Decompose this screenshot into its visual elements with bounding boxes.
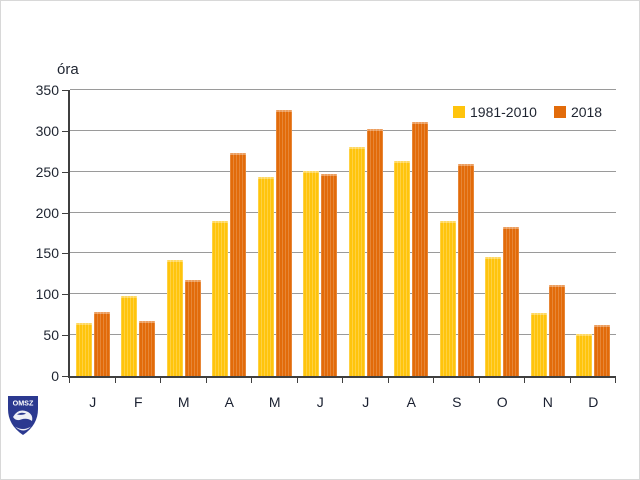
y-tick-label-250: 250 — [35, 163, 59, 180]
gridline-50 — [70, 334, 616, 336]
x-tick-mark-9 — [478, 378, 480, 383]
gridline-300 — [70, 129, 616, 131]
bar-2018-month-11 — [548, 285, 565, 376]
y-tick-mark-300 — [62, 130, 68, 132]
gridline-150 — [70, 252, 616, 254]
month-group-5 — [252, 90, 298, 376]
bar-2018-month-2 — [139, 321, 156, 376]
y-tick-label-350: 350 — [35, 82, 59, 98]
bar-1981-2010-month-11 — [530, 313, 547, 376]
y-tick-label-300: 300 — [35, 122, 59, 139]
omsz-logo-icon: OMSZ — [8, 396, 38, 435]
month-label-1: J — [89, 394, 97, 410]
legend-swatch-normal-icon — [453, 106, 465, 118]
bar-1981-2010-month-3 — [166, 259, 183, 376]
bar-2018-month-1 — [93, 312, 110, 376]
bar-2018-month-12 — [594, 324, 611, 376]
bar-1981-2010-month-1 — [75, 322, 92, 376]
month-label-9: S — [452, 394, 462, 410]
month-group-2 — [116, 90, 162, 376]
month-label-10: O — [496, 394, 508, 410]
gridline-350 — [70, 89, 616, 90]
y-axis-title: óra — [57, 61, 79, 78]
bar-1981-2010-month-4 — [212, 220, 229, 376]
month-label-2: F — [133, 394, 143, 410]
y-tick-mark-0 — [62, 376, 68, 377]
y-tick-label-150: 150 — [35, 245, 59, 262]
legend-swatch-2018-icon — [553, 106, 566, 118]
y-tick-label-50: 50 — [43, 327, 59, 344]
month-group-4 — [207, 90, 253, 376]
bar-2018-month-10 — [503, 227, 520, 376]
x-tick-mark-7 — [387, 378, 389, 383]
bar-2018-month-7 — [366, 129, 383, 376]
month-group-8 — [389, 90, 435, 376]
month-group-7 — [343, 90, 389, 376]
bar-1981-2010-month-2 — [121, 295, 138, 376]
month-label-3: M — [177, 394, 190, 410]
month-label-6: J — [316, 394, 324, 410]
plot-area — [68, 89, 617, 378]
bar-1981-2010-month-8 — [394, 161, 411, 376]
bar-1981-2010-month-9 — [439, 220, 456, 376]
legend-item-2018: 2018 — [553, 104, 603, 120]
x-tick-mark-12 — [615, 378, 616, 383]
month-label-7: J — [362, 394, 370, 410]
bar-2018-month-6 — [321, 174, 338, 376]
bar-1981-2010-month-6 — [303, 170, 320, 376]
month-group-10 — [480, 90, 526, 376]
x-tick-mark-4 — [251, 378, 252, 383]
bar-2018-month-9 — [457, 163, 474, 376]
x-tick-mark-8 — [433, 378, 434, 383]
month-label-4: A — [224, 394, 234, 410]
month-group-11 — [525, 90, 571, 376]
gridline-100 — [70, 293, 616, 295]
y-tick-mark-50 — [62, 335, 68, 337]
bar-1981-2010-month-12 — [576, 333, 593, 376]
month-label-8: A — [406, 394, 416, 410]
month-group-3 — [161, 90, 207, 376]
y-tick-label-200: 200 — [35, 204, 59, 221]
month-group-9 — [434, 90, 480, 376]
gridline-250 — [70, 170, 616, 172]
x-tick-mark-11 — [569, 378, 571, 383]
y-tick-label-100: 100 — [35, 286, 59, 303]
x-tick-mark-5 — [296, 378, 298, 383]
month-label-5: M — [268, 394, 281, 410]
bar-2018-month-3 — [184, 280, 201, 376]
y-tick-mark-350 — [62, 90, 68, 91]
month-group-12 — [571, 90, 617, 376]
bar-2018-month-5 — [275, 110, 292, 376]
x-tick-mark-3 — [205, 378, 207, 383]
legend-item-normal: 1981-2010 — [453, 104, 537, 120]
x-tick-mark-1 — [114, 378, 116, 383]
bar-2018-month-8 — [412, 121, 429, 376]
x-tick-mark-0 — [69, 378, 70, 383]
bar-1981-2010-month-7 — [348, 147, 365, 376]
x-tick-mark-2 — [160, 378, 161, 383]
bar-1981-2010-month-5 — [257, 176, 274, 376]
bar-2018-month-4 — [230, 152, 247, 376]
y-tick-label-0: 0 — [51, 368, 59, 384]
y-tick-mark-250 — [62, 171, 68, 173]
month-group-6 — [298, 90, 344, 376]
y-tick-mark-200 — [62, 212, 68, 214]
omsz-logo-text: OMSZ — [13, 399, 34, 408]
gridline-200 — [70, 211, 616, 213]
month-label-12: D — [588, 394, 599, 410]
y-tick-mark-150 — [62, 253, 68, 255]
legend-label-normal: 1981-2010 — [470, 104, 537, 120]
legend-label-2018: 2018 — [570, 104, 603, 120]
x-tick-mark-10 — [524, 378, 525, 383]
month-group-1 — [70, 90, 116, 376]
x-tick-mark-6 — [342, 378, 343, 383]
y-tick-mark-100 — [62, 294, 68, 296]
bar-1981-2010-month-10 — [485, 256, 502, 376]
month-label-11: N — [542, 394, 553, 410]
legend: 1981-2010 2018 — [453, 104, 602, 120]
